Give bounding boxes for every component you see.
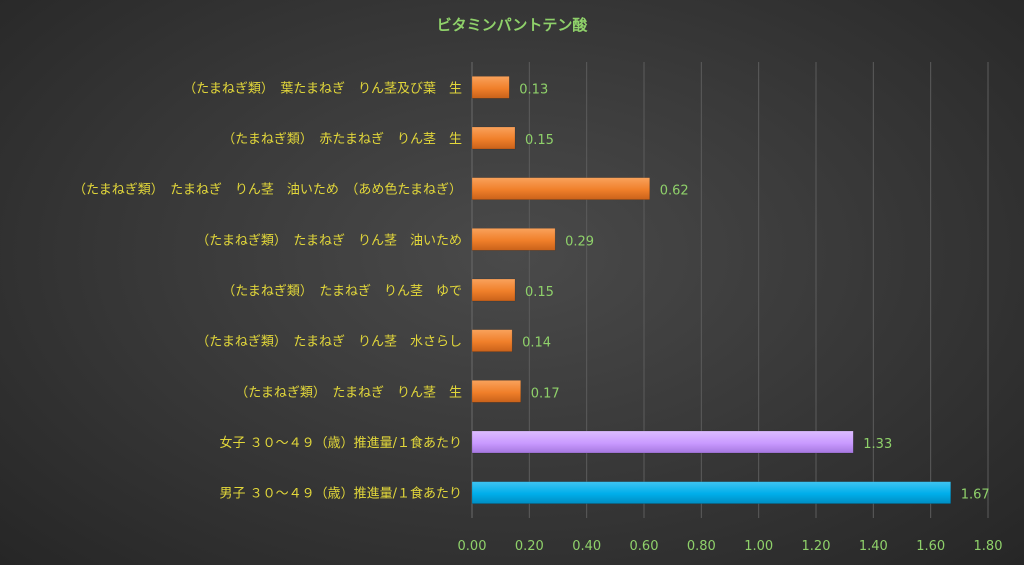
bar [471, 329, 513, 352]
x-tick-label: 0.80 [687, 539, 716, 554]
data-label: 1.33 [863, 437, 892, 452]
category-label: （たまねぎ類） たまねぎ りん茎 生 [235, 385, 462, 400]
x-tick-label: 0.60 [630, 539, 659, 554]
category-label: （たまねぎ類） たまねぎ りん茎 油いため [196, 233, 462, 248]
x-tick-label: 1.80 [974, 539, 1003, 554]
bar [471, 126, 516, 150]
bar [471, 430, 854, 454]
category-label: 男子 ３０～４９（歳）推進量/１食あたり [219, 486, 462, 502]
category-label: （たまねぎ類） たまねぎ りん茎 水さらし [196, 335, 462, 350]
data-label: 0.17 [531, 386, 560, 401]
bar [471, 228, 556, 251]
data-label: 0.62 [660, 184, 689, 199]
x-tick-label: 1.40 [859, 539, 888, 554]
bar [471, 278, 516, 302]
data-label: 0.13 [519, 82, 548, 97]
x-axis-ticks: 0.00 0.20 0.40 0.60 0.80 1.00 1.20 1.40 1.60 1.80 [458, 539, 1003, 554]
category-label: （たまねぎ類） 葉たまねぎ りん茎及び葉 生 [183, 81, 462, 96]
bars [471, 76, 951, 504]
data-label: 0.15 [525, 285, 554, 300]
x-tick-label: 0.00 [458, 539, 487, 554]
category-label: （たまねぎ類） たまねぎ りん茎 ゆで [222, 284, 462, 299]
data-label: 0.15 [525, 133, 554, 148]
category-label: （たまねぎ類） たまねぎ りん茎 油いため （あめ色たまねぎ） [73, 182, 462, 198]
category-labels: （たまねぎ類） 葉たまねぎ りん茎及び葉 生 （たまねぎ類） 赤たまねぎ りん茎 … [73, 81, 462, 501]
bar [471, 380, 521, 403]
data-labels: 0.13 0.15 0.62 0.29 0.15 0.14 0.17 1.33 1.67 [519, 82, 989, 502]
x-tick-label: 0.40 [572, 539, 601, 554]
bar [471, 481, 951, 504]
data-label: 1.67 [961, 488, 990, 503]
x-tick-label: 1.60 [916, 539, 945, 554]
chart-title: ビタミンパントテン酸 [437, 16, 589, 34]
category-label: （たまねぎ類） 赤たまねぎ りん茎 生 [222, 132, 462, 147]
data-label: 0.29 [565, 234, 594, 249]
x-tick-label: 1.20 [802, 539, 831, 554]
data-label: 0.14 [522, 336, 551, 351]
bar [471, 177, 650, 200]
category-label: 女子 ３０～４９（歳）推進量/１食あたり [219, 435, 462, 451]
x-tick-label: 0.20 [515, 539, 544, 554]
x-tick-label: 1.00 [744, 539, 773, 554]
bar [471, 76, 510, 99]
